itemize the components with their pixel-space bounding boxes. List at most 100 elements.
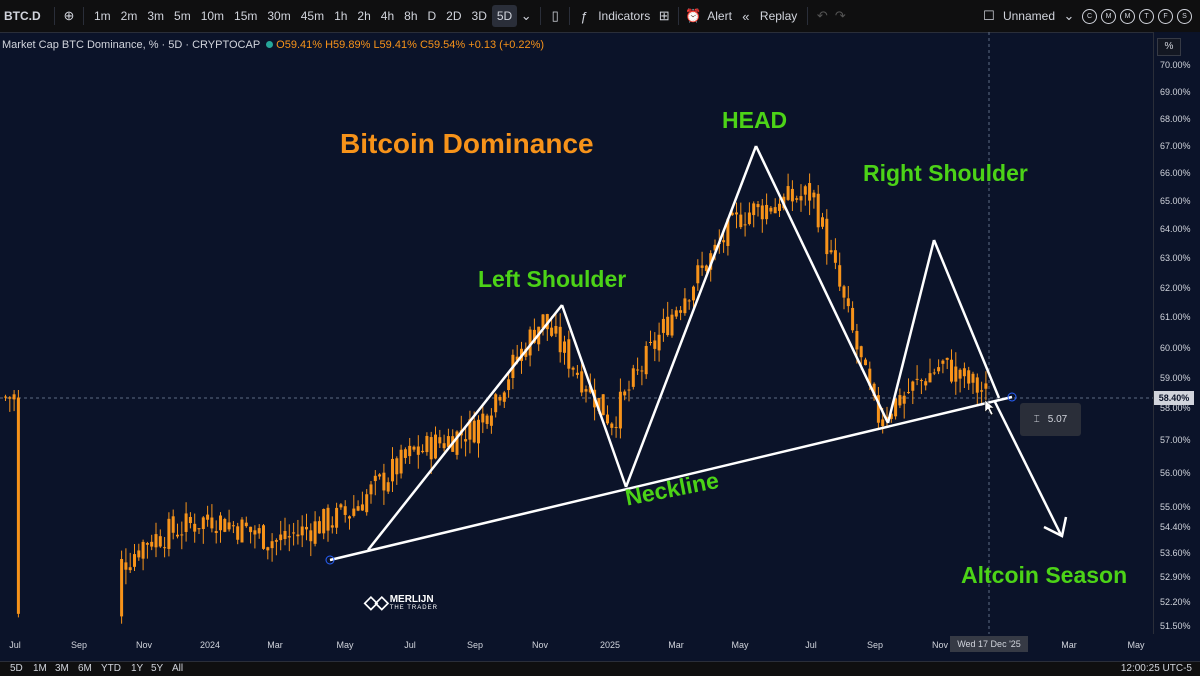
layout-badge[interactable]: F [1158, 8, 1173, 24]
range-1y[interactable]: 1Y [131, 663, 144, 674]
interval-list: 1m 2m 3m 5m 10m 15m 30m 45m 1h 2h 4h 8h D 2D 3D 5D [89, 5, 518, 27]
price-tick-label: 51.50% [1160, 621, 1191, 631]
candle-body [859, 346, 863, 358]
range-6m[interactable]: 6M [78, 663, 92, 674]
chart-title: Bitcoin Dominance [340, 128, 594, 159]
bottom-toolbar: 5D 1M 3M 6M YTD 1Y 5Y All 12:00:25 UTC-5 [0, 661, 1200, 676]
candle-body [752, 203, 756, 216]
pattern-lines [325, 145, 1068, 565]
interval-d[interactable]: D [427, 9, 437, 23]
add-symbol-icon[interactable]: ⊕ [63, 8, 75, 23]
altcoin-season-label: Altcoin Season [961, 562, 1128, 588]
projection-arrow-line [993, 401, 1063, 536]
interval-5d[interactable]: 5D [491, 5, 518, 27]
candle-body [610, 423, 614, 428]
layout-badge[interactable]: C [1082, 8, 1097, 24]
chevron-down-icon[interactable]: ⌄ [1063, 8, 1075, 23]
candle-body [692, 286, 695, 301]
interval-1h[interactable]: 1h [334, 9, 348, 23]
neckline-handle[interactable] [325, 555, 335, 565]
replay-button[interactable]: Replay [759, 9, 798, 23]
range-ytd[interactable]: YTD [101, 663, 121, 674]
legend-title: Market Cap BTC Dominance, % · 5D · CRYPT… [2, 39, 261, 51]
interval-45m[interactable]: 45m [300, 9, 325, 23]
time-tick-label: Sep [866, 640, 884, 650]
candle-body [911, 381, 915, 391]
layout-badge[interactable]: T [1139, 8, 1154, 24]
replay-icon[interactable]: « [742, 8, 750, 24]
price-axis[interactable] [1153, 32, 1200, 634]
projection-arrow-head [1043, 516, 1068, 538]
candle-body [644, 345, 648, 375]
redo-icon[interactable]: ↷ [834, 8, 846, 23]
candle-body [765, 204, 769, 220]
candle-body [747, 212, 751, 225]
candle-style-icon[interactable]: ▯ [551, 8, 559, 23]
candle-body [799, 196, 803, 201]
range-1m[interactable]: 1M [33, 663, 47, 674]
range-3m[interactable]: 3M [55, 663, 69, 674]
indicators-button[interactable]: Indicators [598, 9, 651, 23]
candle-body [864, 359, 867, 366]
interval-4h[interactable]: 4h [380, 9, 395, 23]
candle-body [395, 458, 399, 475]
interval-2m[interactable]: 2m [120, 9, 138, 23]
interval-2d[interactable]: 2D [446, 9, 462, 23]
interval-8h[interactable]: 8h [404, 9, 418, 23]
price-tick-label: 65.00% [1160, 196, 1191, 206]
candle-body [649, 342, 652, 344]
candle-body [283, 531, 287, 539]
interval-3d[interactable]: 3D [471, 9, 487, 23]
time-tick-label: Mar [1061, 640, 1077, 650]
undo-icon[interactable]: ↶ [816, 8, 828, 23]
candle-body [8, 397, 12, 399]
candle-body [292, 532, 296, 534]
alert-icon[interactable]: ⏰ [685, 8, 702, 23]
candle-body [197, 528, 201, 530]
alert-button[interactable]: Alert [707, 9, 732, 23]
candle-body [846, 298, 850, 307]
time-tick-label: 2025 [599, 640, 621, 650]
candle-body [266, 547, 270, 551]
interval-30m[interactable]: 30m [267, 9, 291, 23]
layout-badge[interactable]: S [1177, 8, 1192, 24]
layout-name[interactable]: Unnamed [1002, 9, 1055, 23]
range-all[interactable]: All [172, 663, 184, 674]
candle-body [515, 356, 519, 361]
interval-10m[interactable]: 10m [200, 9, 225, 23]
candle-body [915, 378, 919, 380]
symbol-label[interactable]: BTC.D [4, 9, 41, 23]
range-5d[interactable]: 5D [10, 663, 23, 674]
candle-body [317, 521, 321, 534]
neckline-handle[interactable] [1007, 392, 1017, 402]
measure-tooltip: ⌶ 5.07 [1020, 403, 1081, 436]
candle-body [326, 507, 330, 531]
candle-body [167, 518, 171, 549]
interval-1m[interactable]: 1m [94, 9, 111, 23]
candle-body [477, 419, 480, 444]
interval-5m[interactable]: 5m [174, 9, 191, 23]
range-5y[interactable]: 5Y [151, 663, 164, 674]
candle-body [735, 212, 738, 215]
candle-body [571, 367, 575, 370]
candle-body [184, 513, 188, 532]
interval-3m[interactable]: 3m [147, 9, 165, 23]
candle-body [128, 567, 132, 571]
layout-checkbox-icon[interactable]: ☐ [983, 8, 995, 23]
interval-2h[interactable]: 2h [357, 9, 371, 23]
clock[interactable]: 12:00:25 UTC-5 [1120, 663, 1192, 674]
layout-badge[interactable]: M [1101, 8, 1116, 24]
candle-body [231, 525, 235, 527]
interval-15m[interactable]: 15m [234, 9, 258, 23]
time-tick-label: Jul [404, 640, 416, 650]
price-chart[interactable] [0, 32, 1153, 634]
candle-body [223, 518, 227, 532]
chevron-down-icon[interactable]: ⌄ [520, 8, 532, 23]
candle-body [618, 391, 622, 429]
layout-badge[interactable]: M [1120, 8, 1135, 24]
neckline[interactable] [329, 395, 1013, 562]
indicators-icon[interactable]: ƒ [580, 8, 588, 24]
percent-scale-button[interactable]: % [1157, 38, 1181, 56]
layouts-icon[interactable]: ⊞ [658, 8, 670, 23]
